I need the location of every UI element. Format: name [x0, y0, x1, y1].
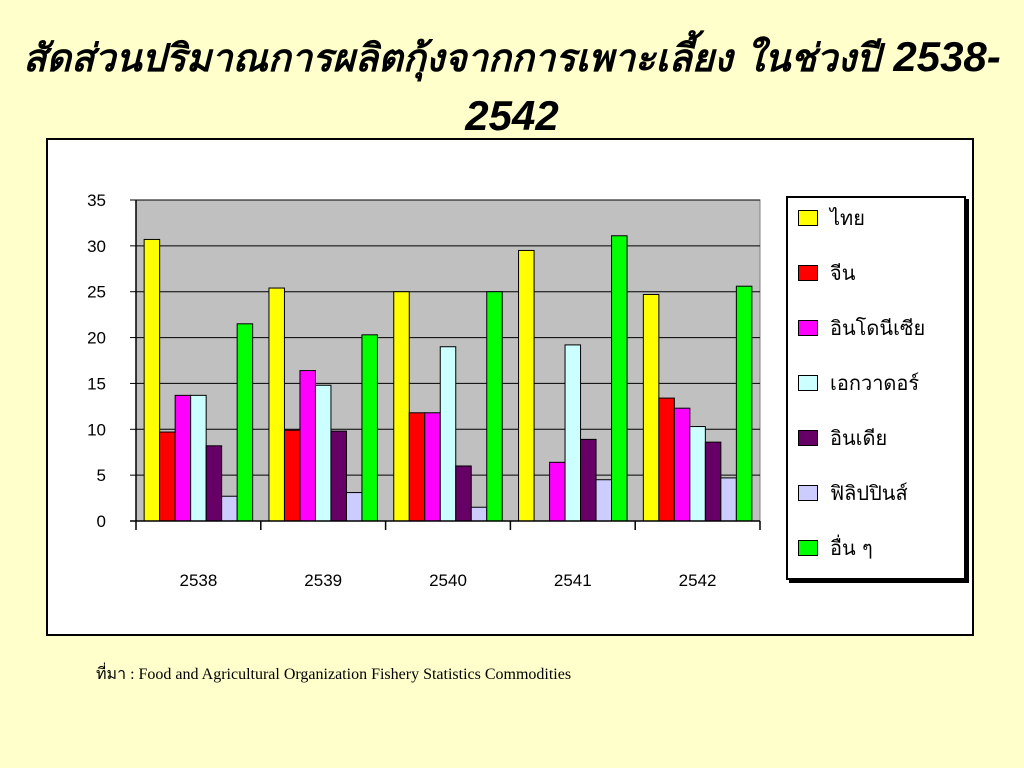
bar: [735, 285, 753, 522]
x-tick-label: 2540: [429, 571, 467, 590]
bar: [486, 291, 503, 522]
bar: [345, 492, 363, 522]
x-tick-label: 2538: [179, 571, 217, 590]
bar: [221, 495, 238, 522]
x-tick-label: 2539: [304, 571, 342, 590]
bar: [704, 441, 722, 522]
title-text: สัดส่วนปริมาณการผลิตกุ้งจากการเพาะเลี้ยง…: [23, 35, 894, 80]
x-tick-label: 2541: [554, 571, 592, 590]
bar: [595, 479, 613, 522]
bar: [424, 412, 441, 522]
chart-legend: ไทยจีนอินโดนีเซียเอกวาดอร์อินเดียฟิลิปปิ…: [786, 196, 966, 580]
bar: [408, 412, 426, 522]
bar: [720, 477, 737, 522]
bar: [580, 438, 597, 522]
y-tick-label: 0: [97, 512, 106, 531]
y-tick-label: 15: [87, 374, 106, 393]
legend-label: จีน: [830, 261, 856, 285]
legend-item: เอกวาดอร์: [798, 368, 919, 398]
bar: [299, 370, 316, 522]
y-tick-label: 10: [87, 420, 106, 439]
bar: [642, 293, 660, 522]
legend-item: จีน: [798, 258, 855, 288]
legend-label: ฟิลิปปินส์: [830, 481, 908, 505]
legend-label: ไทย: [830, 206, 865, 230]
legend-item: ฟิลิปปินส์: [798, 478, 908, 508]
bar: [268, 287, 285, 522]
y-tick-label: 35: [87, 191, 106, 210]
chart-frame: 0 5 10 15 20 25 30 35 2538 2539 2540 2541 2542 ไทยจี…: [46, 138, 974, 636]
bar: [190, 394, 207, 522]
title-years-end: 2542: [465, 92, 559, 139]
bar: [283, 429, 301, 522]
legend-label: อินโดนีเซีย: [830, 316, 926, 340]
legend-label: เอกวาดอร์: [830, 371, 920, 395]
x-tick-label: 2542: [679, 571, 717, 590]
bar: [314, 384, 332, 522]
bar: [549, 461, 566, 522]
legend-swatch: [798, 320, 818, 336]
y-tick-label: 5: [97, 466, 106, 485]
y-tick-label: 30: [87, 237, 106, 256]
slide-title: สัดส่วนปริมาณการผลิตกุ้งจากการเพาะเลี้ยง…: [0, 28, 1024, 146]
bar: [673, 407, 691, 522]
bar: [361, 334, 378, 522]
legend-item: อื่น ๆ: [798, 533, 873, 563]
bar: [174, 394, 192, 522]
bar: [330, 430, 347, 522]
legend-label: อินเดีย: [830, 426, 888, 450]
bar: [236, 323, 254, 522]
legend-swatch: [798, 265, 818, 281]
legend-label: อื่น ๆ: [830, 536, 873, 560]
source-note: ที่มา : Food and Agricultural Organizati…: [96, 666, 572, 683]
bar: [518, 249, 535, 522]
legend-item: อินโดนีเซีย: [798, 313, 925, 343]
title-years-start: 2538-: [893, 33, 1001, 80]
legend-swatch: [798, 210, 818, 226]
legend-swatch: [798, 540, 818, 556]
bar: [455, 465, 472, 522]
bar: [205, 445, 223, 522]
bar: [159, 431, 176, 522]
bar: [658, 397, 675, 522]
bar: [439, 346, 457, 522]
legend-swatch: [798, 430, 818, 446]
bar: [393, 291, 410, 522]
legend-item: ไทย: [798, 203, 865, 233]
y-tick-label: 25: [87, 283, 106, 302]
legend-swatch: [798, 485, 818, 501]
legend-swatch: [798, 375, 818, 391]
bar: [564, 344, 582, 522]
bar: [611, 235, 628, 522]
legend-item: อินเดีย: [798, 423, 887, 453]
bar: [470, 506, 488, 522]
bar: [689, 426, 706, 522]
y-tick-label: 20: [87, 329, 106, 348]
bar-chart: 0 5 10 15 20 25 30 35 2538 2539 2540 2541 2542: [87, 191, 761, 590]
bar: [143, 238, 161, 522]
